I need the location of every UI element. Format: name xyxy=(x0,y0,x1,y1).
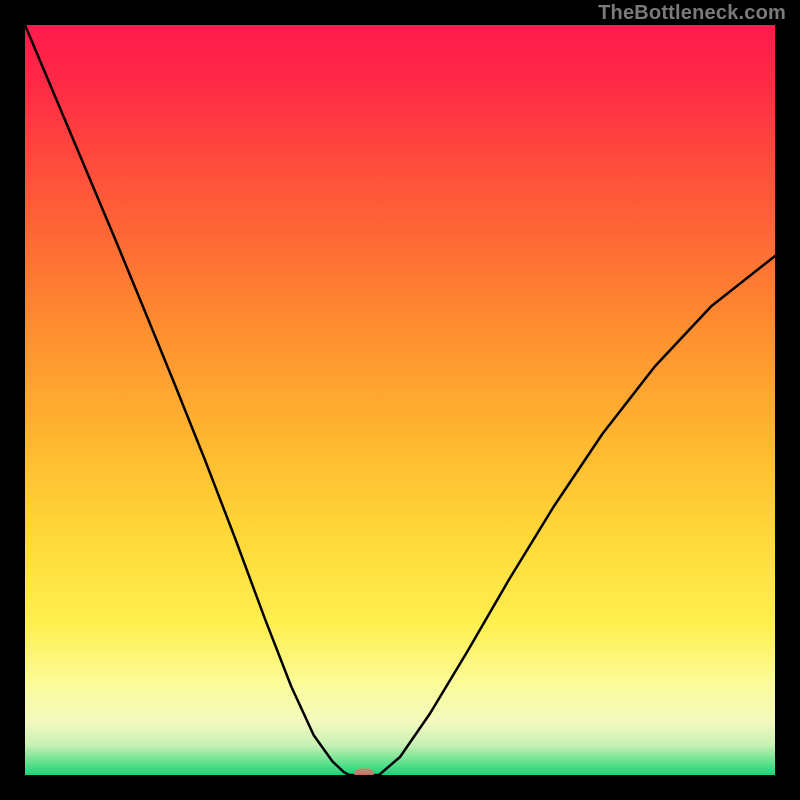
bottleneck-chart xyxy=(0,0,800,800)
watermark-text: TheBottleneck.com xyxy=(598,2,786,25)
plot-border-left xyxy=(0,0,25,800)
plot-border-bottom xyxy=(0,775,800,800)
gradient-background xyxy=(25,25,775,775)
plot-border-right xyxy=(775,0,800,800)
